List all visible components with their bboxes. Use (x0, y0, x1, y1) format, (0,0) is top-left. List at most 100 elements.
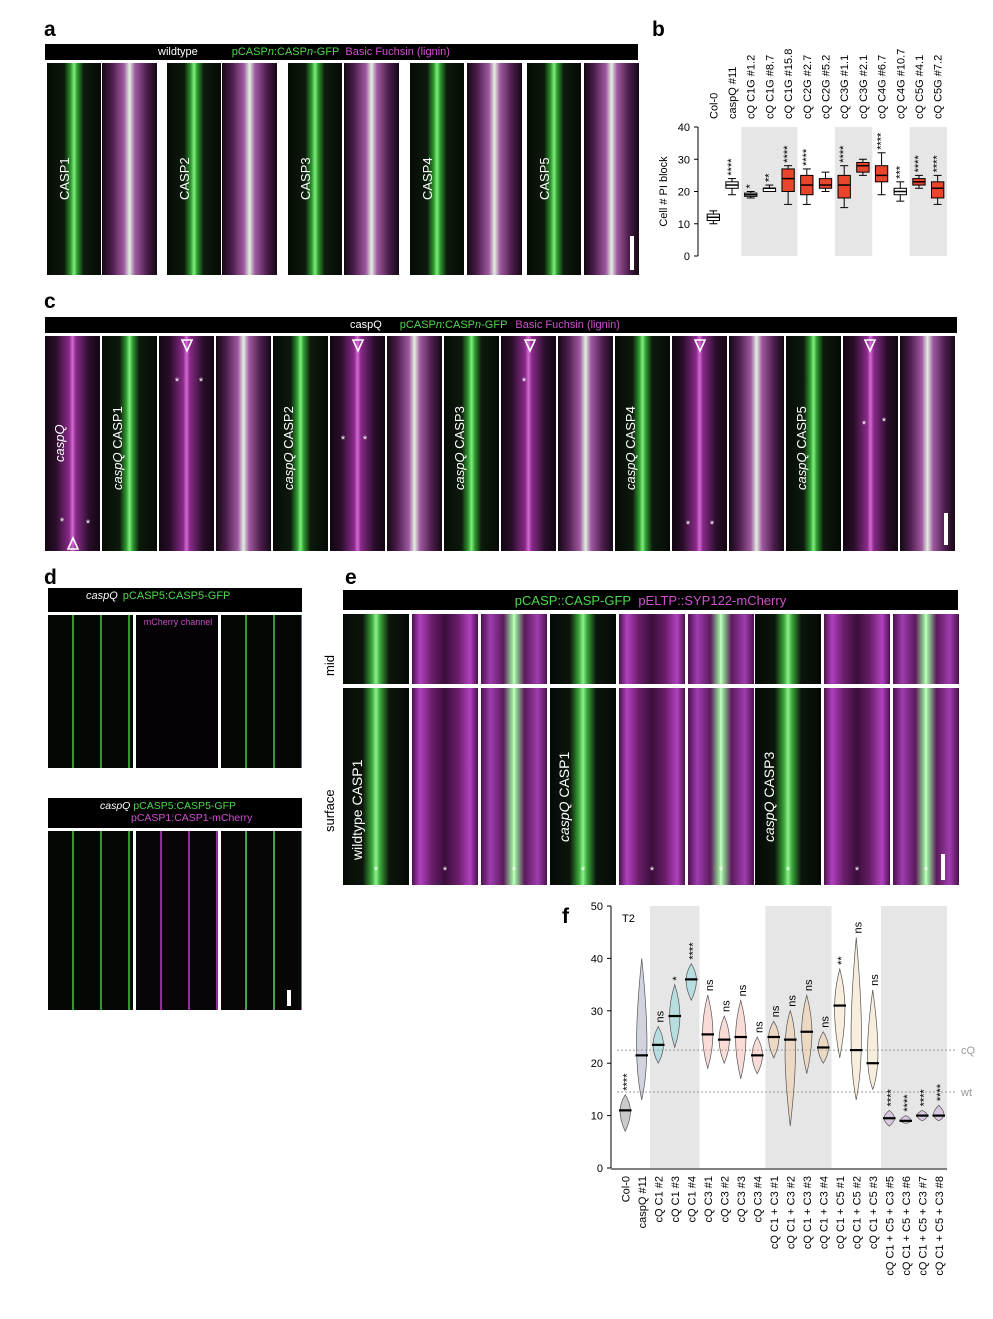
group-shading (930, 906, 947, 1168)
arrowhead (66, 536, 80, 550)
construct-part: -GFP (481, 319, 508, 331)
group-shading (666, 906, 683, 1168)
box (781, 168, 795, 193)
x-tick-label: cQ C1 + C5 + C3 #6 (901, 1176, 913, 1276)
significance-label: ns (654, 1010, 666, 1022)
genotype: caspQ (100, 800, 131, 812)
micrograph-surface (619, 688, 685, 885)
y-tick-label: 0 (597, 1163, 603, 1175)
micrograph-mid (412, 614, 478, 684)
panel-c-header: caspQ pCASPn:CASPn-GFP Basic Fuchsin (li… (45, 317, 957, 333)
micrograph-gfp (48, 615, 133, 768)
significance-label: ns (869, 974, 881, 986)
significance-label: **** (782, 145, 794, 163)
micrograph (672, 336, 727, 551)
group-shading (798, 906, 815, 1168)
group-shading (683, 906, 700, 1168)
micrograph-surface (550, 688, 616, 885)
group-shading (909, 127, 929, 256)
micrograph (786, 336, 841, 551)
significance-label: ** (763, 173, 775, 182)
reference-label: wt (960, 1087, 972, 1099)
y-axis-label: Cell # PI block (658, 156, 670, 227)
x-tick-label: cQ C5G #7.2 (933, 55, 945, 119)
significance-label: ns (803, 979, 815, 991)
construct-part: n (306, 46, 314, 58)
micrograph (330, 336, 385, 551)
micrograph-gfp (410, 63, 464, 275)
significance-label: *** (894, 165, 906, 179)
asterisk: * (581, 865, 586, 877)
x-tick-label: caspQ #11 (727, 67, 739, 119)
micrograph-gfp (47, 63, 101, 275)
micrograph (102, 336, 157, 551)
asterisk: * (862, 419, 867, 431)
significance-label: ns (720, 1000, 732, 1012)
y-tick-label: 10 (678, 219, 690, 231)
x-tick-label: cQ C1G #1.2 (746, 55, 758, 119)
box (930, 181, 945, 199)
micrograph-mcherry (136, 615, 218, 768)
violin (850, 937, 862, 1100)
y-tick-label: 10 (591, 1111, 603, 1123)
significance-label: **** (876, 132, 888, 150)
genotype: caspQ (350, 319, 382, 331)
micrograph-surface (688, 688, 754, 885)
box (818, 178, 833, 189)
micrograph-merge (221, 615, 302, 768)
x-tick-label: cQ C3G #2.1 (858, 55, 870, 119)
x-tick-label: cQ C1 + C3 #2 (785, 1176, 797, 1249)
channel-label: mCherry channel (143, 617, 213, 627)
asterisk: * (86, 518, 91, 530)
x-tick-label: cQ C1G #15.8 (783, 49, 795, 119)
micrograph-mid (893, 614, 959, 684)
significance-label: ns (819, 1016, 831, 1028)
x-tick-label: cQ C2G #2.7 (802, 55, 814, 119)
significance-label: **** (932, 155, 944, 173)
construct: pCASP1:CASP1-mCherry (131, 812, 253, 824)
micrograph (45, 336, 100, 551)
violin (933, 1104, 945, 1122)
violin (834, 967, 846, 1059)
x-tick-label: cQ C3 #4 (752, 1176, 764, 1222)
asterisk: * (786, 865, 791, 877)
panel-d-bottom-header: caspQ pCASP5:CASP5-GFP pCASP1:CASP1-mChe… (48, 798, 302, 828)
arrowhead (863, 339, 877, 353)
micrograph-merge (102, 63, 157, 275)
asterisk: * (650, 865, 655, 877)
micrograph-surface (824, 688, 890, 885)
x-tick-label: cQ C3 #2 (719, 1176, 731, 1222)
asterisk: * (512, 865, 517, 877)
x-tick-label: cQ C4G #10.7 (895, 49, 907, 119)
y-tick-label: 40 (678, 122, 690, 134)
box (874, 165, 889, 183)
violin (619, 1093, 631, 1133)
micrograph (387, 336, 442, 551)
construct: pCASPn:CASPn-GFP (400, 319, 508, 331)
asterisk: * (199, 376, 204, 388)
significance-label: ns (704, 979, 716, 991)
group-shading (782, 906, 799, 1168)
significance-label: **** (838, 145, 850, 163)
group-shading (897, 906, 914, 1168)
asterisk: * (60, 516, 65, 528)
construct-part: pCASP (399, 319, 436, 331)
x-tick-label: cQ C1 + C5 #2 (851, 1176, 863, 1249)
significance-label: * (671, 976, 683, 981)
x-tick-label: cQ C4G #6.7 (877, 55, 889, 119)
x-tick-label: cQ C1 + C3 #1 (769, 1176, 781, 1249)
significance-label: ns (852, 921, 864, 933)
arrowhead (180, 339, 194, 353)
panel-label: b (652, 18, 665, 41)
micrograph (444, 336, 499, 551)
micrograph-merge (467, 63, 522, 275)
panel-e-header: pCASP::CASP-GFP pELTP::SYP122-mCherry (343, 590, 958, 610)
x-tick-label: cQ C1 + C3 #4 (818, 1176, 830, 1249)
construct-part: n (435, 319, 442, 331)
micrograph (615, 336, 670, 551)
panel-label: a (44, 18, 56, 41)
micrograph-gfp (527, 63, 581, 275)
significance-label: **** (801, 148, 813, 166)
x-tick-label: cQ C3 #1 (703, 1176, 715, 1222)
